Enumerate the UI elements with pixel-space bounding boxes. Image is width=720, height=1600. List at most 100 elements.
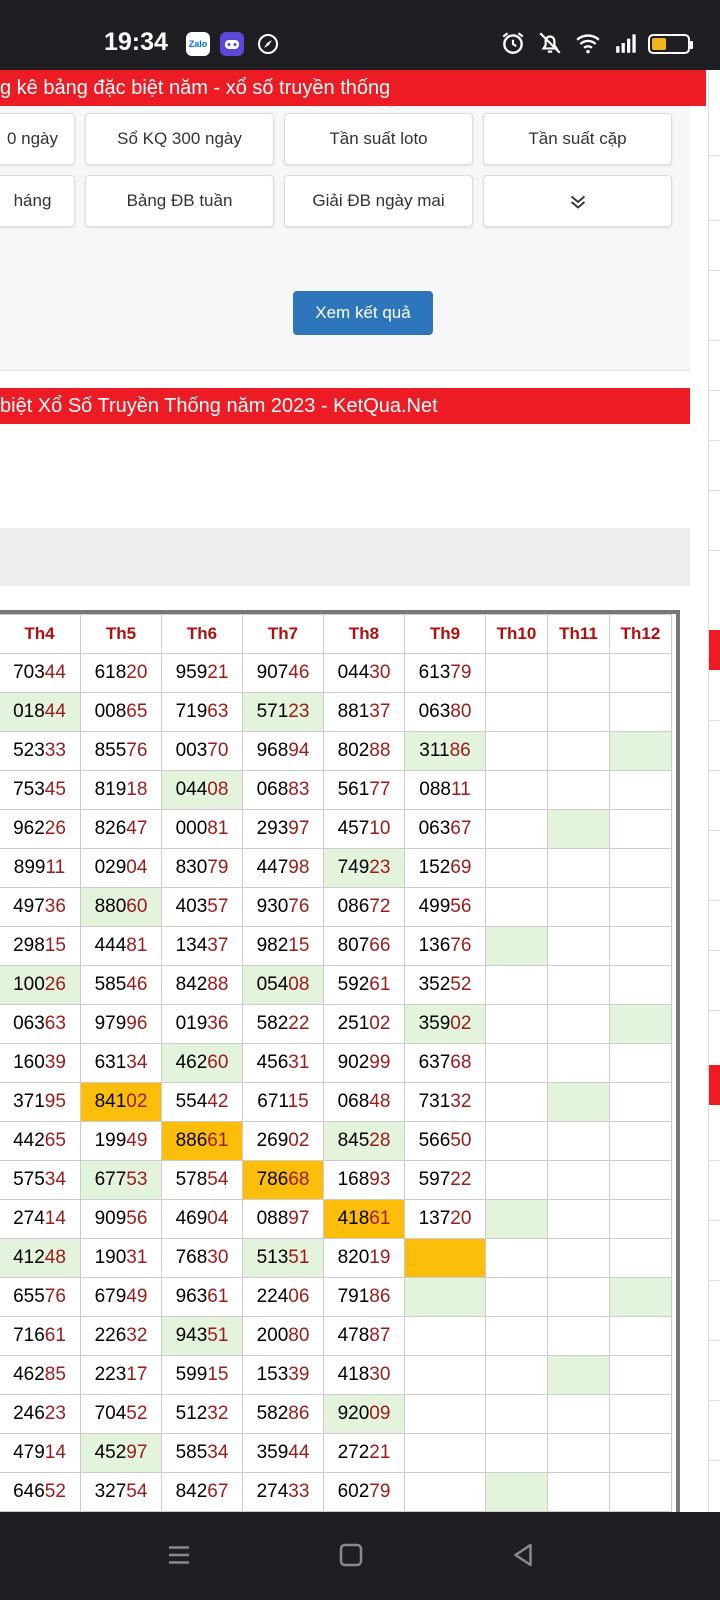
result-cell bbox=[485, 1160, 548, 1200]
result-cell: 88060 bbox=[80, 887, 162, 927]
btn-month[interactable]: háng bbox=[0, 175, 75, 227]
status-icons bbox=[500, 30, 642, 56]
result-cell: 57123 bbox=[242, 692, 324, 732]
result-cell: 70344 bbox=[0, 653, 81, 693]
result-cell: 00370 bbox=[161, 731, 243, 771]
result-cell: 00865 bbox=[80, 692, 162, 732]
result-cell: 44481 bbox=[80, 926, 162, 966]
result-cell: 67115 bbox=[242, 1082, 324, 1122]
result-cell: 29397 bbox=[242, 809, 324, 849]
btn-weekly-special[interactable]: Bảng ĐB tuần bbox=[85, 175, 274, 227]
result-cell: 04430 bbox=[323, 653, 405, 693]
result-cell: 56177 bbox=[323, 770, 405, 810]
signal-icon bbox=[616, 34, 636, 53]
result-cell bbox=[547, 1316, 610, 1356]
result-cell: 19031 bbox=[80, 1238, 162, 1278]
section-title: biệt Xổ Số Truyền Thống năm 2023 - KetQu… bbox=[0, 395, 438, 417]
result-cell: 35902 bbox=[404, 1004, 486, 1044]
result-cell: 84288 bbox=[161, 965, 243, 1005]
result-cell bbox=[547, 1043, 610, 1083]
result-cell: 82647 bbox=[80, 809, 162, 849]
result-cell bbox=[609, 926, 672, 966]
column-header: Th7 bbox=[242, 614, 324, 654]
result-cell: 10026 bbox=[0, 965, 81, 1005]
result-cell: 26902 bbox=[242, 1121, 324, 1161]
result-cell bbox=[609, 1082, 672, 1122]
result-cell: 59915 bbox=[161, 1355, 243, 1395]
result-cell bbox=[404, 1316, 486, 1356]
back-icon[interactable] bbox=[508, 1540, 538, 1570]
result-cell bbox=[485, 1082, 548, 1122]
btn-pair-frequency[interactable]: Tần suất cặp bbox=[483, 113, 672, 165]
result-cell bbox=[547, 1199, 610, 1239]
result-cell: 45297 bbox=[80, 1433, 162, 1473]
btn-days[interactable]: 0 ngày bbox=[0, 113, 75, 165]
result-cell: 74923 bbox=[323, 848, 405, 888]
result-cell bbox=[609, 1160, 672, 1200]
result-cell bbox=[609, 1277, 672, 1317]
result-cell bbox=[547, 887, 610, 927]
result-cell bbox=[485, 1004, 548, 1044]
view-results-button[interactable]: Xem kết quả bbox=[293, 291, 433, 335]
result-cell bbox=[485, 692, 548, 732]
result-cell bbox=[547, 1004, 610, 1044]
mute-icon bbox=[539, 32, 561, 54]
result-cell: 90956 bbox=[80, 1199, 162, 1239]
panel-title: g kê bảng đặc biệt năm - xổ số truyền th… bbox=[0, 77, 391, 99]
result-cell: 51351 bbox=[242, 1238, 324, 1278]
result-cell: 00081 bbox=[161, 809, 243, 849]
column-header: Th8 bbox=[323, 614, 405, 654]
result-cell: 32754 bbox=[80, 1472, 162, 1512]
result-cell: 76830 bbox=[161, 1238, 243, 1278]
result-cell bbox=[609, 1472, 672, 1512]
result-cell: 96894 bbox=[242, 731, 324, 771]
result-cell bbox=[609, 1316, 672, 1356]
table-row: 41248 19031 76830 51351 82019 bbox=[0, 1238, 672, 1278]
btn-results-300-days[interactable]: Sổ KQ 300 ngày bbox=[85, 113, 274, 165]
result-cell: 41830 bbox=[323, 1355, 405, 1395]
result-cell: 70452 bbox=[80, 1394, 162, 1434]
home-icon[interactable] bbox=[336, 1540, 366, 1570]
menu-icon[interactable] bbox=[164, 1540, 194, 1570]
result-cell: 47914 bbox=[0, 1433, 81, 1473]
result-cell: 80766 bbox=[323, 926, 405, 966]
result-cell bbox=[609, 1199, 672, 1239]
panel-header: g kê bảng đặc biệt năm - xổ số truyền th… bbox=[0, 70, 706, 106]
table-row: 16039 63134 46260 45631 90299 63768 bbox=[0, 1043, 672, 1083]
result-cell: 46260 bbox=[161, 1043, 243, 1083]
result-cell: 45631 bbox=[242, 1043, 324, 1083]
table-row: 7167995972836605806263734 bbox=[0, 1511, 672, 1512]
result-cell: 83079 bbox=[161, 848, 243, 888]
result-cell bbox=[404, 1355, 486, 1395]
right-sidebar bbox=[708, 70, 720, 1512]
result-cell: 58286 bbox=[242, 1394, 324, 1434]
result-cell bbox=[609, 770, 672, 810]
result-cell: 96226 bbox=[0, 809, 81, 849]
result-cell bbox=[485, 965, 548, 1005]
result-cell bbox=[547, 1082, 610, 1122]
result-cell bbox=[485, 1394, 548, 1434]
result-cell: 95921 bbox=[161, 653, 243, 693]
toolbar-area bbox=[0, 528, 690, 586]
table-row: 49736 88060 40357 93076 08672 49956 bbox=[0, 887, 672, 927]
result-cell bbox=[609, 1394, 672, 1434]
result-cell: 44798 bbox=[242, 848, 324, 888]
btn-more[interactable] bbox=[483, 175, 672, 227]
result-cell: 92009 bbox=[323, 1394, 405, 1434]
btn-tomorrow-special[interactable]: Giải ĐB ngày mai bbox=[284, 175, 473, 227]
column-header: Th10 bbox=[485, 614, 548, 654]
btn-loto-frequency[interactable]: Tần suất loto bbox=[284, 113, 473, 165]
chevron-down-icon bbox=[570, 195, 585, 209]
column-header: Th5 bbox=[80, 614, 162, 654]
result-cell: 31186 bbox=[404, 731, 486, 771]
result-cell: 55442 bbox=[161, 1082, 243, 1122]
result-cell: 06883 bbox=[242, 770, 324, 810]
result-cell: 37195 bbox=[0, 1082, 81, 1122]
result-cell: 93076 bbox=[242, 887, 324, 927]
filter-panel: g kê bảng đặc biệt năm - xổ số truyền th… bbox=[0, 70, 706, 371]
result-cell bbox=[485, 1355, 548, 1395]
result-cell: 85576 bbox=[80, 731, 162, 771]
battery-icon bbox=[648, 34, 693, 54]
result-cell: 45710 bbox=[323, 809, 405, 849]
result-cell bbox=[485, 1121, 548, 1161]
